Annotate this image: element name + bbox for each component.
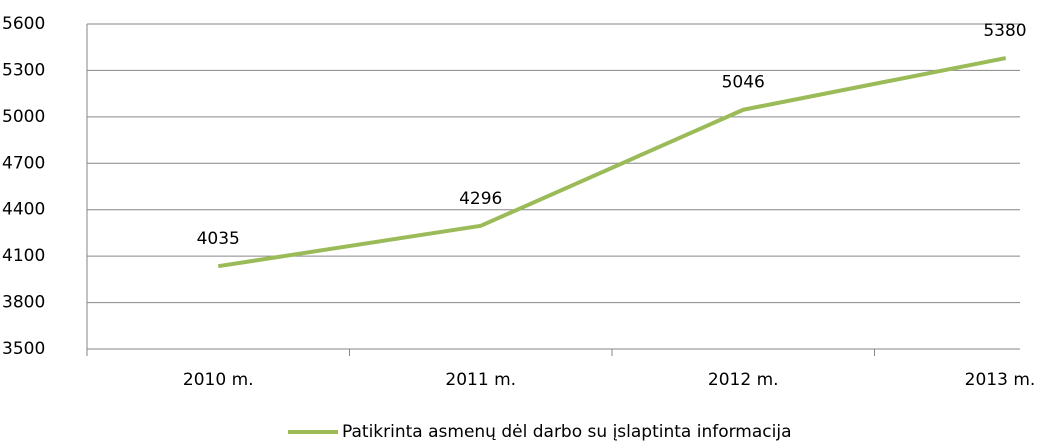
y-tick-label: 4700 (2, 153, 45, 173)
y-tick-label: 5600 (2, 14, 45, 34)
x-tick-label: 2012 m. (708, 370, 779, 390)
x-tick-label: 2013 m. (965, 370, 1036, 390)
y-tick-label: 5300 (2, 60, 45, 80)
data-label: 4296 (459, 189, 502, 209)
y-tick-label: 3800 (2, 293, 45, 313)
data-label: 5046 (722, 73, 765, 93)
y-tick-label: 4400 (2, 200, 45, 220)
data-label: 4035 (197, 229, 240, 249)
y-tick-label: 5000 (2, 107, 45, 127)
line (217, 56, 1007, 269)
data-label: 5380 (983, 21, 1026, 41)
y-tick-label: 3500 (2, 339, 45, 359)
x-tick-label: 2010 m. (183, 370, 254, 390)
x-tick-label: 2011 m. (445, 370, 516, 390)
y-tick-label: 4100 (2, 246, 45, 266)
legend-label: Patikrinta asmenų dėl darbo su įslaptint… (342, 422, 792, 441)
